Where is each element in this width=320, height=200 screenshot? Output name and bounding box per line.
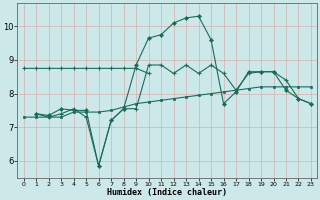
X-axis label: Humidex (Indice chaleur): Humidex (Indice chaleur) xyxy=(107,188,227,197)
